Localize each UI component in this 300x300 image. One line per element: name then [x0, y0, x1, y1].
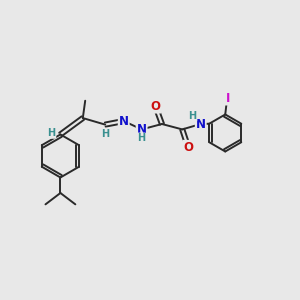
Text: H: H	[137, 134, 145, 143]
Text: H: H	[101, 129, 110, 139]
Text: N: N	[136, 123, 147, 136]
Text: O: O	[150, 100, 161, 112]
Text: H: H	[188, 111, 196, 121]
Text: N: N	[119, 115, 129, 128]
Text: N: N	[196, 118, 206, 130]
Text: H: H	[47, 128, 56, 138]
Text: O: O	[183, 141, 193, 154]
Text: I: I	[226, 92, 230, 104]
